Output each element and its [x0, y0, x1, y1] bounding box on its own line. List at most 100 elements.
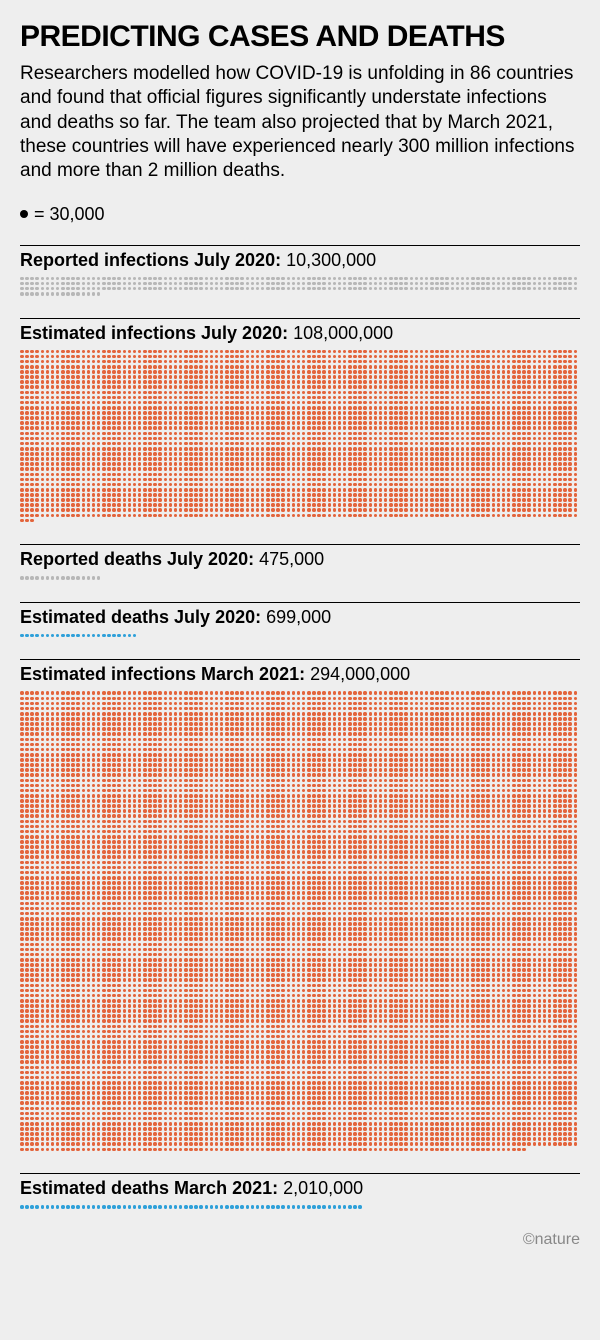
- dot-icon: [527, 697, 531, 701]
- dot-icon: [230, 503, 234, 507]
- dot-icon: [517, 488, 521, 492]
- dot-icon: [128, 437, 132, 441]
- dot-icon: [82, 370, 86, 374]
- dot-icon: [76, 702, 80, 706]
- dot-icon: [415, 277, 419, 281]
- dot-icon: [358, 442, 362, 446]
- dot-icon: [25, 488, 29, 492]
- dot-icon: [507, 452, 511, 456]
- dot-icon: [61, 375, 65, 379]
- dot-icon: [522, 462, 526, 466]
- dot-icon: [543, 375, 547, 379]
- dot-icon: [548, 508, 552, 512]
- dot-icon: [76, 442, 80, 446]
- dot-icon: [87, 287, 91, 291]
- dot-icon: [169, 691, 173, 695]
- dot-icon: [363, 488, 367, 492]
- dot-icon: [358, 717, 362, 721]
- dot-icon: [297, 432, 301, 436]
- dot-icon: [128, 712, 132, 716]
- dot-icon: [205, 401, 209, 405]
- dot-icon: [353, 697, 357, 701]
- dot-icon: [230, 712, 234, 716]
- dot-icon: [138, 401, 142, 405]
- dot-icon: [220, 287, 224, 291]
- dot-icon: [420, 287, 424, 291]
- dot-icon: [445, 462, 449, 466]
- dot-icon: [148, 396, 152, 400]
- dot-icon: [76, 287, 80, 291]
- dot-icon: [41, 396, 45, 400]
- dot-icon: [112, 634, 116, 638]
- dot-icon: [363, 442, 367, 446]
- dot-icon: [497, 697, 501, 701]
- dot-icon: [328, 457, 332, 461]
- page-title: PREDICTING CASES AND DEATHS: [20, 22, 580, 52]
- dot-icon: [348, 483, 352, 487]
- dot-icon: [87, 406, 91, 410]
- dot-icon: [97, 437, 101, 441]
- dot-icon: [174, 437, 178, 441]
- dot-icon: [210, 508, 214, 512]
- dot-icon: [271, 380, 275, 384]
- dot-icon: [410, 355, 414, 359]
- dot-icon: [558, 406, 562, 410]
- dot-icon: [143, 396, 147, 400]
- dot-icon: [533, 365, 537, 369]
- dot-icon: [215, 467, 219, 471]
- dot-icon: [497, 722, 501, 726]
- dot-icon: [522, 447, 526, 451]
- dot-icon: [76, 411, 80, 415]
- dot-icon: [435, 277, 439, 281]
- dot-icon: [369, 350, 373, 354]
- dot-icon: [56, 467, 60, 471]
- dot-icon: [189, 503, 193, 507]
- dot-icon: [20, 483, 24, 487]
- dot-icon: [486, 462, 490, 466]
- dot-icon: [61, 391, 65, 395]
- dot-icon: [194, 483, 198, 487]
- dot-icon: [153, 691, 157, 695]
- dot-icon: [189, 370, 193, 374]
- dot-icon: [369, 508, 373, 512]
- dot-icon: [404, 360, 408, 364]
- dot-icon: [471, 462, 475, 466]
- dot-icon: [56, 707, 60, 711]
- dot-icon: [46, 447, 50, 451]
- dot-icon: [328, 508, 332, 512]
- dot-icon: [471, 707, 475, 711]
- dot-icon: [363, 282, 367, 286]
- dot-icon: [210, 432, 214, 436]
- dot-icon: [415, 467, 419, 471]
- dot-icon: [46, 462, 50, 466]
- dot-icon: [538, 277, 542, 281]
- dot-icon: [317, 712, 321, 716]
- dot-icon: [271, 365, 275, 369]
- dot-icon: [71, 467, 75, 471]
- dot-icon: [466, 391, 470, 395]
- dot-icon: [348, 493, 352, 497]
- dot-icon: [46, 467, 50, 471]
- dot-icon: [271, 396, 275, 400]
- dot-icon: [445, 416, 449, 420]
- dot-icon: [235, 350, 239, 354]
- dot-icon: [527, 391, 531, 395]
- dot-icon: [430, 508, 434, 512]
- dot-icon: [502, 282, 506, 286]
- dot-icon: [486, 488, 490, 492]
- dot-icon: [246, 391, 250, 395]
- dot-icon: [71, 462, 75, 466]
- dot-icon: [261, 462, 265, 466]
- dot-icon: [379, 488, 383, 492]
- dot-icon: [235, 432, 239, 436]
- dot-icon: [87, 452, 91, 456]
- section-value: 294,000,000: [310, 664, 410, 684]
- dot-icon: [338, 712, 342, 716]
- dot-icon: [420, 350, 424, 354]
- dot-icon: [348, 411, 352, 415]
- dot-icon: [210, 722, 214, 726]
- dot-icon: [497, 473, 501, 477]
- dot-icon: [246, 365, 250, 369]
- dot-icon: [527, 691, 531, 695]
- dot-icon: [153, 360, 157, 364]
